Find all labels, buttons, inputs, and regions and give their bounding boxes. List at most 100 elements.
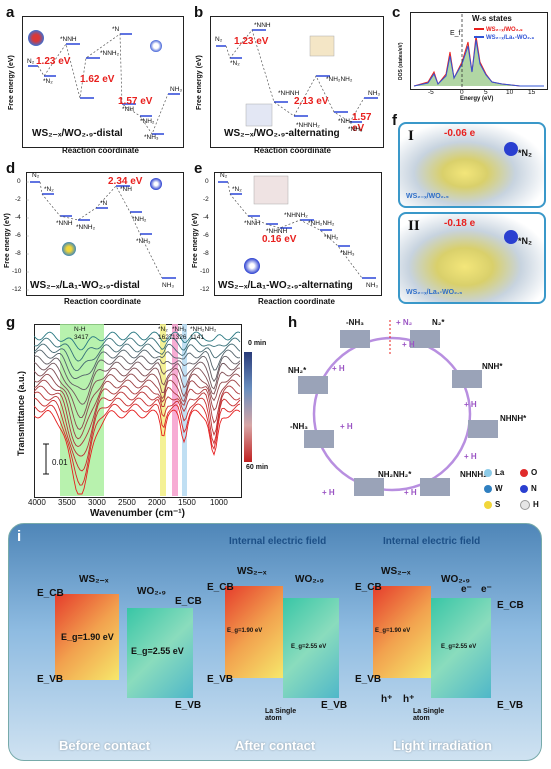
plot-frame [210, 16, 384, 148]
species-label: *NH₃ [348, 126, 363, 133]
wo-label: WO₂.₉ [137, 586, 166, 597]
ftir-trace [34, 379, 241, 440]
delta-e-2: 1.62 eV [80, 74, 115, 85]
species-label: *NNH [244, 220, 261, 227]
species-label: *N₂ [232, 186, 242, 193]
h-addition: + H [404, 488, 417, 497]
x-tick: 15 [528, 89, 536, 96]
panel-b: b Free energy (eV) Reaction coordinate 1… [188, 0, 386, 155]
molecule-model [150, 178, 162, 190]
atom-swatch [484, 468, 492, 477]
legend-item: O [520, 468, 537, 477]
n2-molecule [504, 142, 518, 156]
x-tick: 3500 [58, 498, 76, 507]
bandgap-ws2: E_g=1.90 eV [61, 632, 114, 642]
n2-molecule [504, 230, 518, 244]
species-label: *NNH [254, 22, 271, 29]
h-addition: + H [402, 340, 415, 349]
scale-bar-label: 0.01 [52, 458, 68, 467]
atom-swatch [520, 484, 528, 493]
x-axis-label: Reaction coordinate [258, 297, 335, 306]
panel-title: WS₂₋ₓ/La₁-WO₂.₉-alternating [218, 280, 353, 291]
evb-label: E_VB [175, 700, 202, 711]
x-tick: 5 [484, 89, 488, 96]
species-label: *NH₂ [132, 216, 147, 223]
y-tick: -6 [203, 232, 209, 239]
structure-label: WS₂₋ₓ/WO₂.₉ [406, 193, 449, 200]
y-tick: -10 [200, 268, 210, 275]
species-label: *NH₂ [338, 118, 353, 125]
species-label: *NHNH₂ [284, 212, 308, 219]
legend-item: S [484, 500, 500, 509]
band-label: *NH₂NH₂ [190, 326, 217, 333]
cycle-step: NH₂NH₂* [378, 470, 412, 479]
atom-symbol: O [531, 468, 538, 477]
y-tick: -2 [15, 196, 21, 203]
species-label: *NH₂NH₂ [308, 220, 335, 227]
species-label: *NNH₂ [100, 50, 120, 57]
y-tick: 0 [17, 178, 21, 185]
cycle-step: -NH₃ [290, 422, 308, 431]
atom-swatch [484, 500, 492, 509]
delta-e-1: 0.16 eV [262, 234, 297, 245]
ftir-trace [34, 409, 241, 495]
x-tick: -5 [428, 89, 434, 96]
ftir-trace [34, 337, 241, 362]
bandgap-wo: E_g=2.55 eV [131, 646, 184, 656]
ws2-label: WS₂₋ₓ [381, 566, 411, 577]
energy-profile-d [26, 181, 176, 291]
panel-label: a [6, 4, 15, 21]
h-addition: + H [322, 488, 335, 497]
species-label: N₂ [220, 172, 228, 179]
time-colorbar [244, 352, 252, 462]
y-axis-label: Free energy (eV) [4, 213, 11, 268]
legend-swatch [474, 36, 484, 39]
y-tick: -12 [12, 286, 22, 293]
panel-title: WS₂₋ₓ/WO₂.₉-distal [32, 128, 123, 139]
ws2-band-before [55, 594, 119, 680]
species-label: *NH₃ [144, 134, 159, 141]
fermi-label: E_f [450, 30, 461, 37]
ws2-label: WS₂₋ₓ [79, 574, 109, 585]
x-axis-label: Wavenumber (cm⁻¹) [90, 508, 185, 519]
evb-label: E_VB [37, 674, 64, 685]
catalytic-cycle [298, 320, 498, 496]
panel-label: g [6, 314, 16, 331]
molecule-model [244, 258, 260, 274]
x-tick: 1500 [178, 498, 196, 507]
molecule-model [62, 242, 76, 256]
ftir-trace [34, 343, 241, 372]
ftir-trace [34, 391, 241, 457]
cycle-step: NNH* [482, 362, 503, 371]
atom-symbol: H [533, 500, 539, 510]
plot-frame [26, 172, 184, 296]
roman-numeral: II [408, 218, 420, 234]
charge-density-box-2: II -0.18 e *N₂ WS₂₋ₓ/La₁-WO₂.₉ [398, 212, 546, 304]
legend-item: N [520, 484, 537, 493]
legend-text: WS₂₋ₓ/La₁-WO₂.₉ [486, 35, 535, 41]
species-label: *NH [122, 106, 134, 113]
bandgap-ws2: E_g=1.90 eV [227, 628, 263, 634]
ecb-label: E_CB [37, 588, 64, 599]
band-label: *NH₃ [172, 326, 187, 333]
electron-label: e⁻ [461, 584, 472, 595]
y-tick: 0 [205, 178, 209, 185]
charge-transfer: -0.18 e [444, 218, 476, 229]
ftir-trace [34, 331, 241, 351]
species-label: *NH₂ [140, 118, 155, 125]
panel-label: h [288, 314, 298, 331]
delta-e-3: 1.57 eV [352, 112, 372, 134]
species-label: *NH₃ [340, 250, 355, 257]
plot-frame [214, 172, 382, 296]
legend-text: WS₂₋ₓ/WO₂.₉ [486, 27, 523, 33]
delta-e-1: 1.23 eV [234, 36, 269, 47]
band-value: 1326 [172, 334, 187, 341]
ecb-label: E_CB [355, 582, 382, 593]
panel-c: c W-s states WS₂₋ₓ/WO₂.₉ WS₂₋ₓ/La₁-WO₂.₉… [388, 0, 551, 108]
y-tick: -4 [203, 214, 209, 221]
delta-e-1: 2.34 eV [108, 176, 143, 187]
roman-numeral: I [408, 128, 414, 144]
ecb-label: E_CB [207, 582, 234, 593]
energy-profile-e [218, 175, 376, 279]
species-label: *NHNH [266, 228, 288, 235]
